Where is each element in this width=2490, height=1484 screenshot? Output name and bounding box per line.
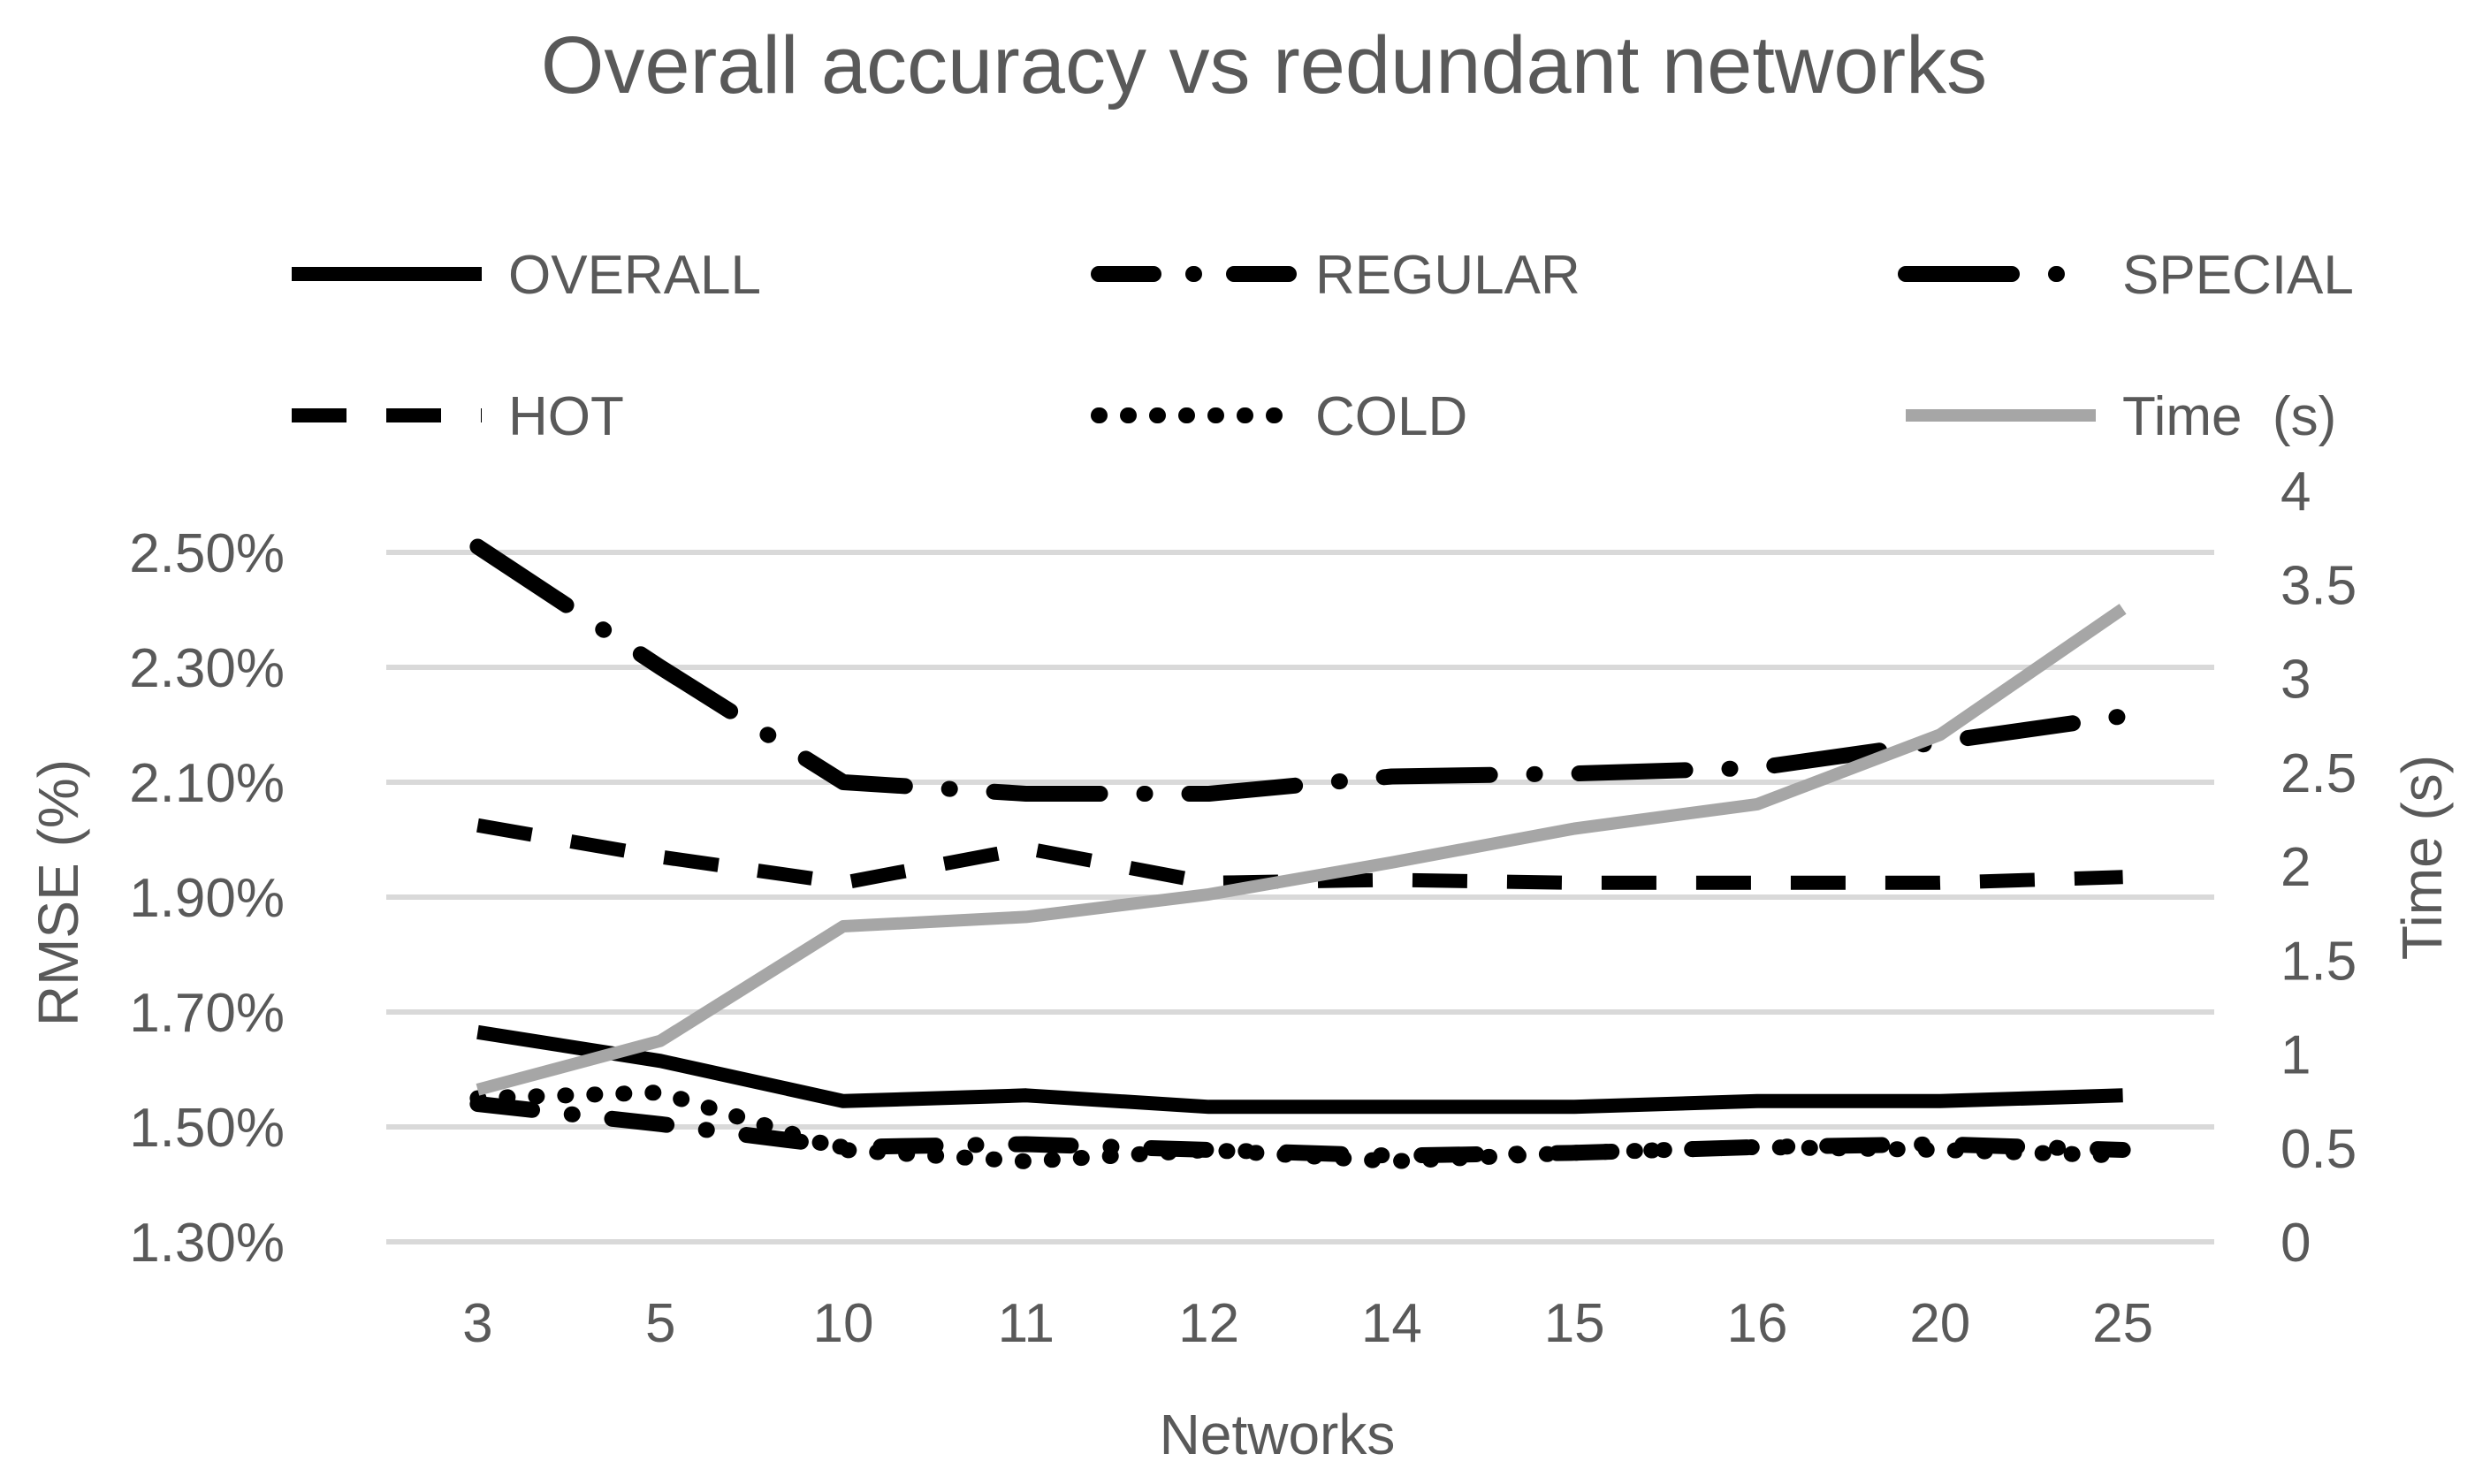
y2-tick-label: 4	[2281, 461, 2311, 522]
series-line-regular	[469, 1096, 2131, 1164]
y2-tick-label: 0	[2281, 1213, 2311, 1274]
x-tick-label: 10	[813, 1293, 874, 1354]
x-tick-label: 3	[462, 1293, 492, 1354]
x-tick-label: 5	[645, 1293, 675, 1354]
legend-label-regular: REGULAR	[1315, 245, 1580, 306]
x-axis-title: Networks	[1160, 1403, 1396, 1466]
y2-tick-label: 2.5	[2281, 743, 2357, 804]
y-tick-label: 1.50%	[129, 1098, 285, 1159]
y2-tick-label: 0.5	[2281, 1119, 2357, 1180]
y-tick-label: 1.70%	[129, 983, 285, 1044]
x-tick-label: 20	[1909, 1293, 1970, 1354]
gridlines	[386, 550, 2214, 1244]
legend-label-special: SPECIAL	[2122, 245, 2354, 306]
x-tick-label: 11	[998, 1293, 1055, 1354]
legend-label-time-s: Time (s)	[2122, 386, 2336, 447]
x-tick-label: 16	[1727, 1293, 1788, 1354]
legend-label-overall: OVERALL	[508, 245, 761, 306]
x-tick-label: 14	[1361, 1293, 1422, 1354]
y2-tick-label: 1.5	[2281, 931, 2357, 992]
y-tick-label: 1.90%	[129, 868, 285, 929]
x-tick-label: 15	[1544, 1293, 1605, 1354]
series-line-overall	[476, 1024, 2123, 1115]
x-tick-label: 25	[2092, 1293, 2153, 1354]
legend-label-hot: HOT	[508, 386, 624, 447]
y2-tick-label: 1	[2281, 1025, 2311, 1086]
y-axis-ticks: 2.50% 2.30% 2.10% 1.90% 1.70% 1.50% 1.30%	[129, 523, 285, 1274]
y2-axis-ticks: 4 3.5 3 2.5 2 1.5 1 0.5 0	[2281, 461, 2357, 1274]
y2-tick-label: 3	[2281, 650, 2311, 711]
y2-tick-label: 2	[2281, 837, 2311, 898]
y2-axis-title: Time (s)	[2390, 755, 2454, 960]
y-axis-title: RMSE (%)	[27, 759, 90, 1026]
x-tick-label: 12	[1178, 1293, 1239, 1354]
legend-label-cold: COLD	[1315, 386, 1467, 447]
series-line-time-s	[476, 604, 2127, 1096]
y-tick-label: 2.10%	[129, 753, 285, 814]
series-line-special	[469, 538, 2131, 802]
x-axis-ticks: 3 5 10 11 12 14 15 16 20 25	[462, 1293, 2153, 1354]
series-lines	[469, 538, 2131, 1169]
y-tick-label: 1.30%	[129, 1213, 285, 1274]
y-tick-label: 2.50%	[129, 523, 285, 584]
legend: OVERALL REGULAR SPECIAL HOT COLD Time (s)	[292, 245, 2354, 447]
y-tick-label: 2.30%	[129, 638, 285, 699]
y2-tick-label: 3.5	[2281, 555, 2357, 616]
chart-title: Overall accuracy vs redundant networks	[541, 20, 1987, 110]
